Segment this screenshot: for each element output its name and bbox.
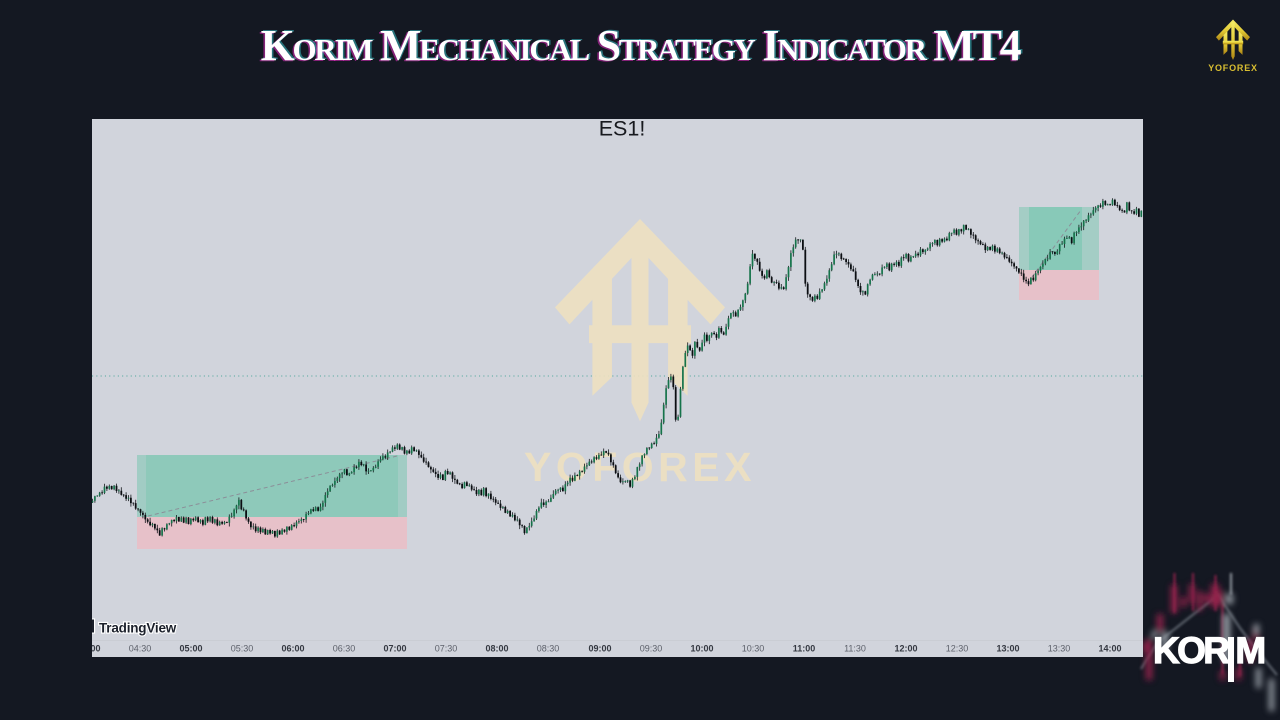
svg-text:YOFOREX: YOFOREX bbox=[524, 444, 756, 490]
svg-text:06:00: 06:00 bbox=[281, 644, 304, 654]
svg-text:13:30: 13:30 bbox=[1048, 644, 1071, 654]
svg-text:13:00: 13:00 bbox=[996, 644, 1019, 654]
svg-text:11:30: 11:30 bbox=[844, 644, 866, 654]
svg-text:12:30: 12:30 bbox=[946, 644, 969, 654]
svg-text:07:30: 07:30 bbox=[435, 644, 458, 654]
svg-text:12:00: 12:00 bbox=[894, 644, 917, 654]
svg-text:04:30: 04:30 bbox=[129, 644, 152, 654]
svg-text:14:00: 14:00 bbox=[1098, 644, 1121, 654]
svg-text:10:30: 10:30 bbox=[742, 644, 765, 654]
svg-text:09:30: 09:30 bbox=[640, 644, 663, 654]
svg-text:05:30: 05:30 bbox=[231, 644, 254, 654]
svg-text:04:00: 04:00 bbox=[77, 644, 100, 654]
svg-text:08:00: 08:00 bbox=[485, 644, 508, 654]
svg-text:08:30: 08:30 bbox=[537, 644, 560, 654]
svg-text:09:00: 09:00 bbox=[588, 644, 611, 654]
svg-text:05:00: 05:00 bbox=[179, 644, 202, 654]
svg-text:TradingView: TradingView bbox=[99, 621, 177, 636]
svg-text:ES1!: ES1! bbox=[599, 117, 646, 141]
svg-text:10:00: 10:00 bbox=[690, 644, 713, 654]
svg-text:07:00: 07:00 bbox=[383, 644, 406, 654]
svg-text:06:30: 06:30 bbox=[333, 644, 356, 654]
svg-text:YOFOREX: YOFOREX bbox=[1208, 63, 1258, 73]
svg-text:11:00: 11:00 bbox=[793, 644, 816, 654]
